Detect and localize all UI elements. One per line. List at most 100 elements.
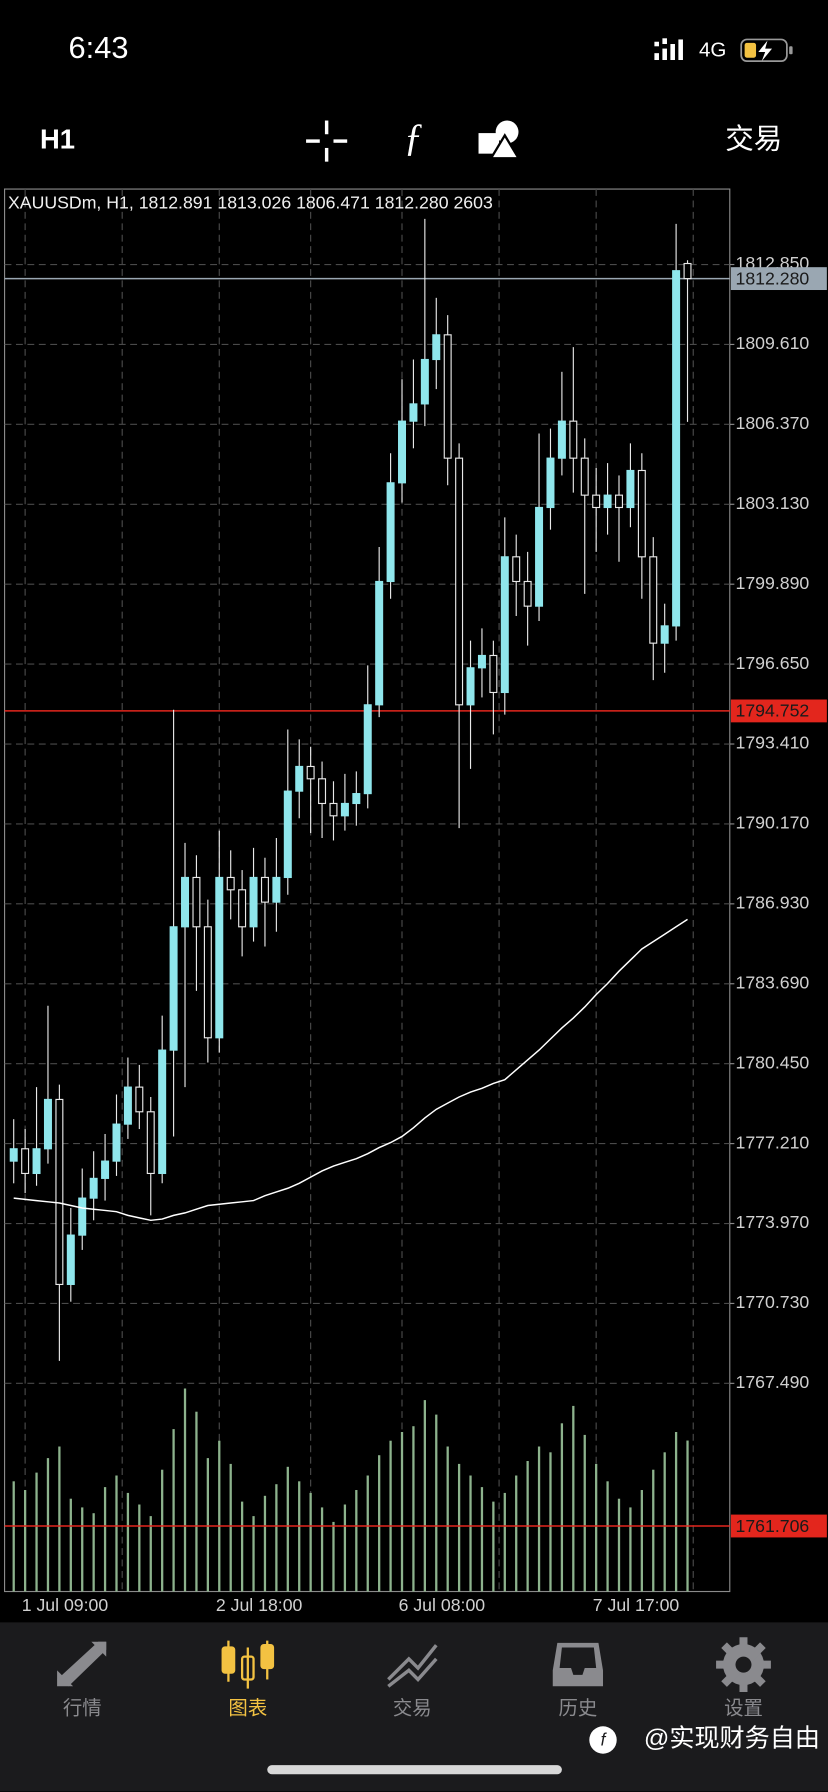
- volume-bar: [252, 1516, 255, 1592]
- volume-bar: [309, 1492, 312, 1592]
- candle-body: [615, 494, 623, 509]
- x-tick-label: 7 Jul 17:00: [593, 1595, 680, 1615]
- y-tick-label: 1780.450: [735, 1052, 809, 1072]
- objects-button[interactable]: [478, 120, 521, 160]
- volume-bar: [35, 1472, 38, 1592]
- volume-bar: [412, 1426, 415, 1592]
- volume-bar: [275, 1484, 278, 1592]
- svg-text:f: f: [601, 1730, 608, 1750]
- candle-body: [249, 876, 258, 928]
- volume-bar: [435, 1414, 438, 1592]
- volume-bar: [126, 1492, 130, 1592]
- volume-bar: [674, 1432, 678, 1592]
- volume-bar: [378, 1455, 381, 1592]
- tab-label[interactable]: 图表: [228, 1697, 267, 1719]
- price-label: 1761.706: [735, 1516, 809, 1536]
- crosshair-button[interactable]: [306, 120, 348, 162]
- candle-body: [603, 494, 612, 509]
- volume-bar: [629, 1507, 632, 1592]
- tab-label[interactable]: 设置: [724, 1697, 763, 1719]
- volume-bar: [457, 1463, 461, 1592]
- candle-body: [352, 793, 361, 805]
- indicator-button[interactable]: ƒ: [404, 116, 423, 159]
- volume-bar: [343, 1504, 347, 1592]
- candle-body: [455, 457, 464, 706]
- tab-chart-icon[interactable]: [221, 1640, 275, 1689]
- candle-body: [557, 420, 566, 459]
- candle-body: [489, 654, 498, 694]
- y-tick-label: 1803.130: [735, 493, 809, 513]
- volume-bar: [138, 1504, 141, 1592]
- volume-bar: [480, 1487, 484, 1592]
- volume-bar: [355, 1490, 358, 1592]
- candle-body: [181, 876, 190, 928]
- y-tick-label: 1777.210: [735, 1132, 809, 1152]
- volume-bar: [503, 1492, 506, 1592]
- volume-bar: [103, 1487, 107, 1592]
- candle-body: [89, 1177, 98, 1199]
- candle-body: [169, 926, 178, 1051]
- volume-bar: [686, 1440, 689, 1592]
- volume-bar: [366, 1475, 369, 1592]
- volume-bar: [46, 1458, 50, 1592]
- volume-bar: [115, 1475, 118, 1592]
- candle-body: [660, 625, 669, 644]
- volume-bar: [81, 1507, 84, 1592]
- candle-body: [21, 1148, 30, 1175]
- tab-trade-icon[interactable]: [387, 1644, 438, 1688]
- volume-bar: [515, 1475, 518, 1592]
- volume-bar: [149, 1516, 152, 1592]
- candle-body: [123, 1086, 132, 1125]
- volume-bar: [286, 1466, 289, 1592]
- volume-bar: [652, 1469, 655, 1592]
- tab-history-icon[interactable]: [552, 1642, 604, 1687]
- timeframe[interactable]: H1: [40, 123, 75, 154]
- tab-label[interactable]: 交易: [393, 1697, 432, 1719]
- candle-body: [295, 765, 304, 792]
- y-tick-label: 1809.610: [735, 333, 809, 353]
- candle-body: [420, 358, 429, 405]
- x-tick-label: 1 Jul 09:00: [22, 1595, 109, 1615]
- candle-body: [512, 556, 521, 583]
- volume-bar: [549, 1452, 552, 1592]
- volume-bar: [606, 1481, 609, 1592]
- y-tick-label: 1799.890: [735, 573, 809, 593]
- tab-quotes-icon[interactable]: [57, 1641, 107, 1687]
- network: 4G: [699, 38, 726, 61]
- y-tick-label: 1796.650: [735, 653, 809, 673]
- volume-bar: [423, 1400, 426, 1592]
- candle-body: [306, 765, 315, 780]
- y-tick-label: 1773.970: [735, 1212, 809, 1232]
- tab-labels: 行情 图表 交易 历史 设置: [63, 1697, 763, 1719]
- volume-bar: [583, 1434, 586, 1592]
- candle-body: [626, 469, 635, 509]
- tab-settings-icon[interactable]: [716, 1637, 771, 1693]
- y-tick-label: 1806.370: [735, 413, 809, 433]
- candle-body: [192, 876, 201, 928]
- candle-body: [226, 876, 235, 891]
- trade-button[interactable]: 交易: [725, 124, 782, 156]
- volume-bar: [218, 1440, 221, 1592]
- volume-bar: [469, 1475, 472, 1592]
- volume-bar: [240, 1501, 244, 1592]
- y-tick-label: 1793.410: [735, 733, 809, 753]
- candle-body: [375, 580, 384, 706]
- candle-body: [637, 469, 646, 558]
- candle-body: [409, 403, 418, 422]
- price-label-box: [730, 1514, 827, 1538]
- price-label-box: [730, 267, 827, 291]
- candle-body: [112, 1123, 121, 1162]
- y-tick-label: 1783.690: [735, 972, 809, 992]
- y-tick-label: 1767.490: [735, 1372, 809, 1392]
- candle-body: [78, 1197, 87, 1236]
- volume-bar: [663, 1452, 666, 1592]
- tab-label[interactable]: 行情: [63, 1697, 102, 1719]
- candle-body: [318, 778, 327, 805]
- tab-label[interactable]: 历史: [558, 1697, 597, 1719]
- candle-body: [672, 270, 681, 627]
- chart: 1812.8501809.6101806.3701803.1301799.890…: [3, 188, 827, 1615]
- candle-body: [523, 580, 532, 607]
- candle-body: [32, 1148, 41, 1175]
- volume-bar: [595, 1463, 598, 1592]
- candle-body: [43, 1098, 52, 1150]
